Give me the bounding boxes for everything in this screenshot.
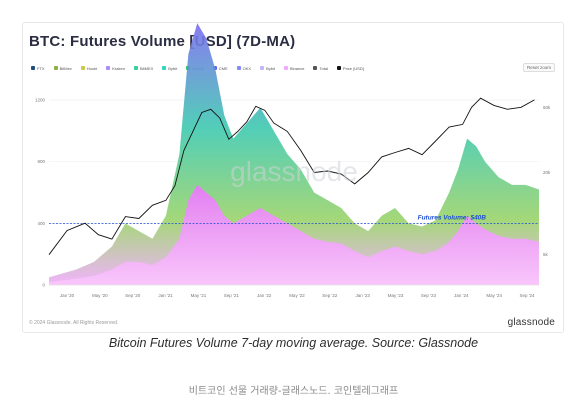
x-tick-label: Sep '21 bbox=[224, 293, 240, 298]
legend-item[interactable]: BitMex bbox=[53, 63, 72, 73]
watermark: glassnode bbox=[230, 156, 358, 187]
legend-swatch bbox=[162, 66, 167, 70]
legend-item[interactable]: Bybit bbox=[260, 63, 275, 73]
legend-item[interactable]: Kraken bbox=[106, 63, 125, 73]
y-right-tick-label: 5k bbox=[543, 252, 549, 257]
legend-swatch bbox=[236, 66, 241, 70]
x-tick-label: May '21 bbox=[191, 293, 207, 298]
x-tick-label: Jan '24 bbox=[454, 293, 469, 298]
total-volume-area bbox=[49, 23, 539, 285]
legend-label: Total bbox=[319, 65, 328, 71]
y-left-tick-label: 0 bbox=[42, 283, 45, 288]
x-tick-label: Jan '20 bbox=[60, 293, 75, 298]
legend-label: OKX bbox=[242, 65, 252, 71]
legend-swatch bbox=[106, 66, 111, 70]
legend-label: FTX bbox=[37, 65, 45, 71]
chart-title: BTC: Futures Volume [USD] (7D-MA) bbox=[29, 33, 296, 50]
binance-volume-area bbox=[49, 184, 539, 285]
y-left-tick-label: 1200 bbox=[35, 98, 46, 103]
legend-swatch bbox=[313, 66, 318, 70]
x-tick-label: May '22 bbox=[289, 293, 305, 298]
x-tick-label: May '23 bbox=[388, 293, 404, 298]
figure-caption: Bitcoin Futures Volume 7-day moving aver… bbox=[108, 336, 479, 350]
legend-item[interactable]: Huobi bbox=[80, 63, 98, 73]
legend-item[interactable]: BitMEX bbox=[133, 63, 154, 73]
legend-item[interactable]: Binance bbox=[284, 63, 304, 73]
legend-label: Kraken bbox=[112, 65, 125, 71]
plot-area: 0 400 800 1200 5k 20k 60k Jan '20 May '20 Sep '20… bbox=[35, 23, 551, 298]
x-tick-label: May '20 bbox=[92, 293, 108, 298]
x-tick-label: Jan '22 bbox=[257, 293, 272, 298]
legend-label: CME bbox=[218, 65, 228, 71]
y-right-tick-label: 20k bbox=[543, 170, 551, 175]
y-left-tick-label: 800 bbox=[37, 159, 45, 164]
chart-panel: BTC: Futures Volume [USD] (7D-MA) FTX Bit… bbox=[22, 22, 564, 333]
x-tick-label: Jan '21 bbox=[158, 293, 173, 298]
legend-swatch bbox=[133, 66, 138, 70]
legend-swatch bbox=[53, 66, 58, 70]
legend-item[interactable]: FTX bbox=[31, 63, 45, 73]
legend-label: Bybit bbox=[168, 65, 178, 71]
legend-swatch bbox=[31, 66, 35, 70]
x-tick-label: Sep '24 bbox=[519, 293, 535, 298]
legend-item[interactable]: Price [USD] bbox=[336, 63, 364, 73]
x-tick-label: Sep '22 bbox=[322, 293, 338, 298]
x-tick-label: Jan '23 bbox=[356, 293, 371, 298]
annotation-label: Futures Volume: $40B bbox=[418, 214, 487, 221]
legend-label: BitMex bbox=[59, 65, 72, 71]
legend-label: Huobi bbox=[86, 65, 98, 71]
x-tick-label: May '24 bbox=[486, 293, 502, 298]
x-tick-label: Sep '20 bbox=[125, 293, 141, 298]
legend-label: BitMEX bbox=[139, 65, 154, 71]
legend-swatch bbox=[336, 66, 341, 70]
legend-swatch bbox=[80, 66, 85, 70]
legend-label: Price [USD] bbox=[342, 65, 364, 71]
legend-label: Bybit bbox=[266, 65, 275, 71]
figure-subcaption: 비트코인 선물 거래량-글래스노드. 코인텔레그래프 bbox=[188, 386, 399, 397]
price-line bbox=[48, 97, 535, 255]
x-tick-label: Sep '23 bbox=[421, 293, 437, 298]
legend-item[interactable]: OKX bbox=[236, 63, 252, 73]
legend-item[interactable]: Bybit bbox=[162, 63, 177, 73]
brand-logo-text: glassnode bbox=[507, 317, 555, 328]
legend-swatch bbox=[284, 66, 288, 70]
y-left-tick-label: 400 bbox=[37, 221, 45, 226]
copyright-text: © 2024 Glassnode. All Rights Reserved. bbox=[29, 320, 119, 326]
legend-label: Binance bbox=[290, 65, 305, 71]
reset-zoom-button[interactable]: Reset zoom bbox=[522, 63, 555, 72]
legend-item[interactable]: Total bbox=[313, 63, 328, 73]
y-right-tick-label: 60k bbox=[543, 105, 551, 110]
legend-swatch bbox=[260, 66, 265, 70]
